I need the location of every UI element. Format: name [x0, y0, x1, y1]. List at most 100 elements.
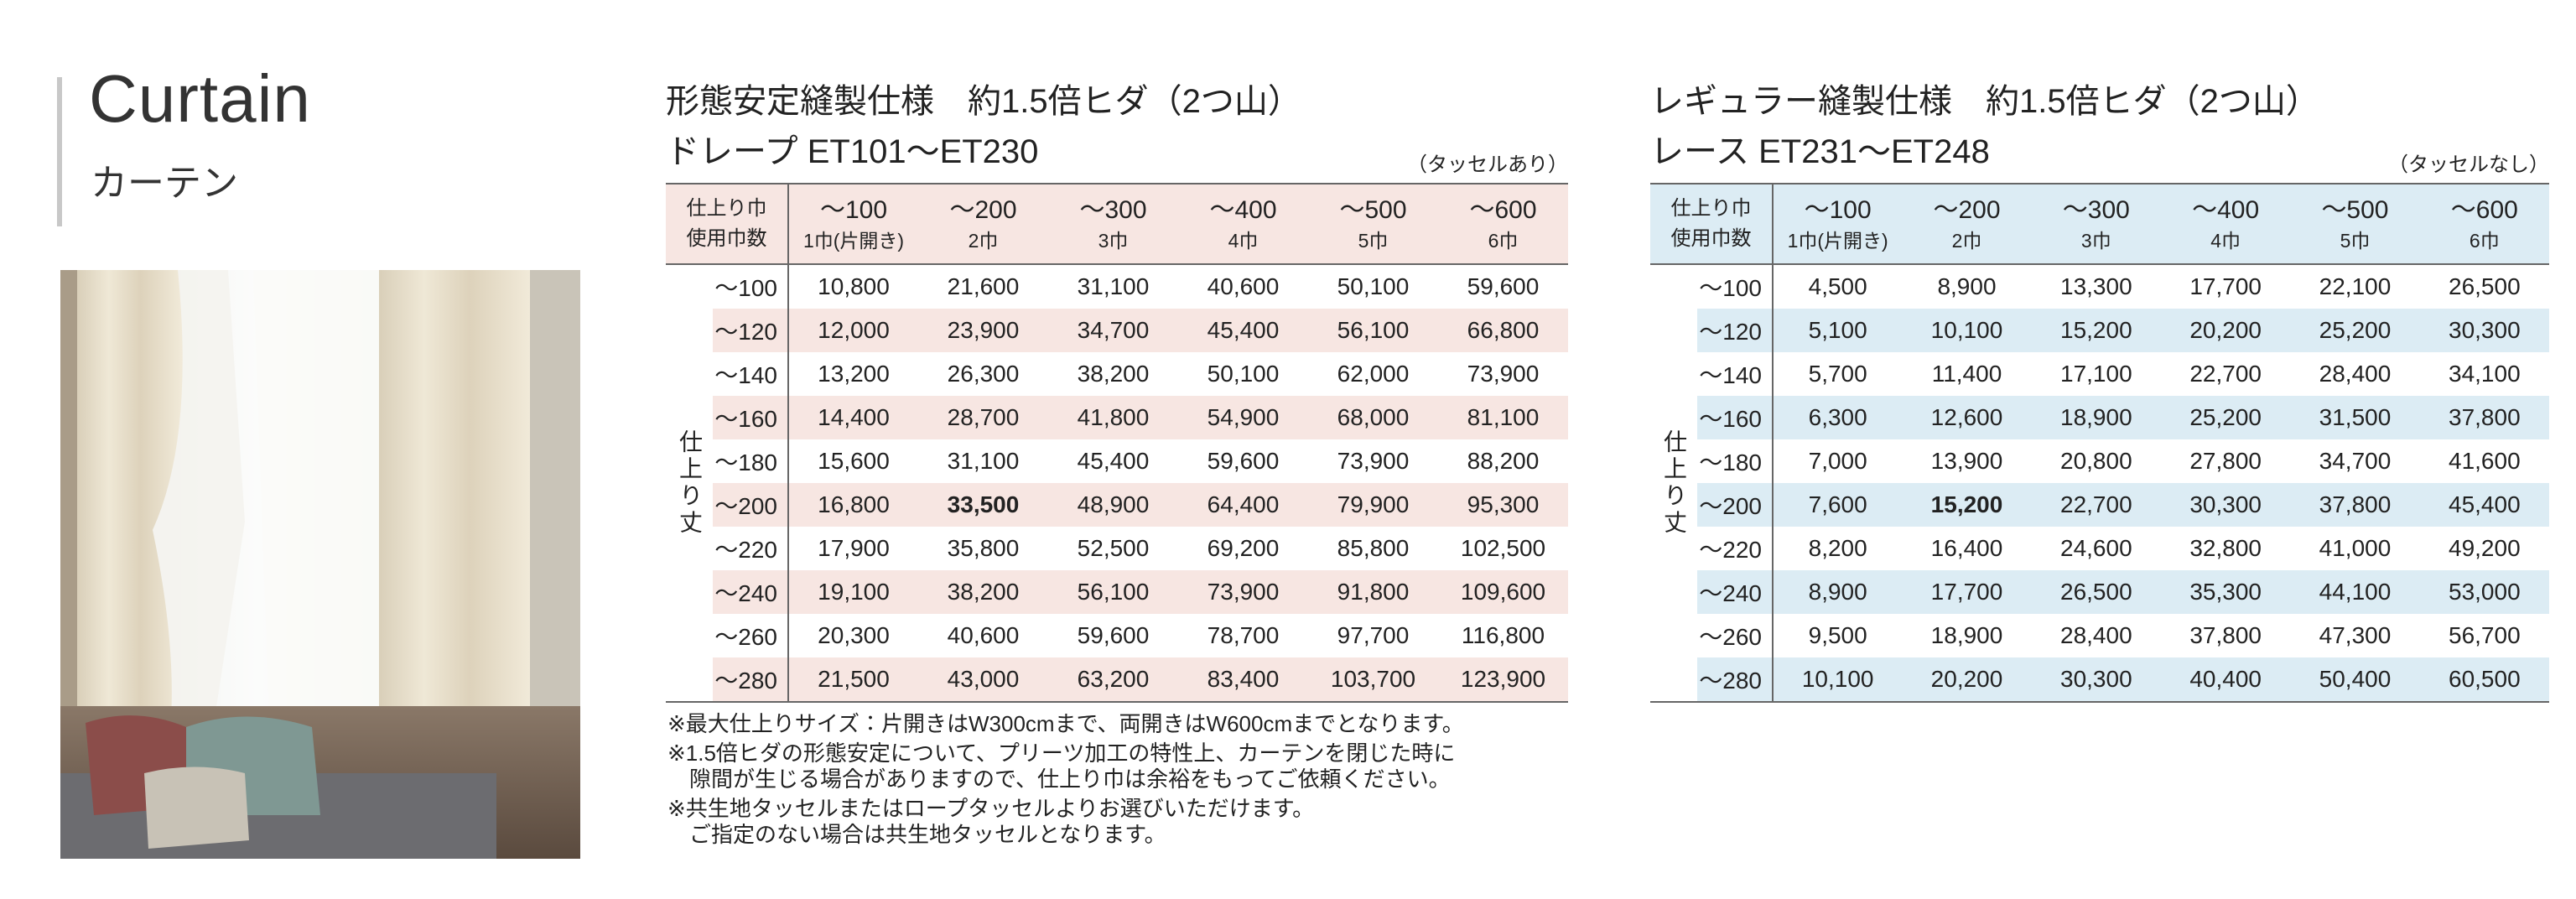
column-header: ～300 3巾	[1048, 184, 1178, 265]
row-label: ～120	[713, 309, 789, 352]
price-cell: 7,600	[1773, 483, 1903, 527]
accent-bar	[57, 77, 62, 226]
data-row: ～260 20,300 40,600 59,600 78,700 97,700 116,80…	[666, 614, 1568, 657]
column-count: 5巾	[2340, 230, 2371, 252]
price-cell: 15,600	[788, 439, 918, 483]
price-cell: 56,100	[1048, 570, 1178, 614]
price-cell: 102,500	[1438, 527, 1568, 570]
price-cell: 10,100	[1902, 309, 2032, 352]
price-cell: 37,800	[2290, 483, 2420, 527]
price-cell: 53,000	[2419, 570, 2549, 614]
column-count: 4巾	[1228, 230, 1259, 252]
price-cell: 41,800	[1048, 396, 1178, 439]
price-cell: 56,100	[1308, 309, 1438, 352]
note-group: ※共生地タッセルまたはロープタッセルよりお選びいただけます。 ご指定のない場合は…	[667, 796, 1464, 848]
price-cell: 20,300	[788, 614, 918, 657]
data-row: ～220 17,900 35,800 52,500 69,200 85,800 102,50…	[666, 527, 1568, 570]
column-count: 6巾	[2469, 230, 2500, 252]
price-cell: 31,500	[2290, 396, 2420, 439]
header-row: 仕上り巾 使用巾数 ～100 1巾(片開き) ～200 2巾 ～300 3巾 ～400 4巾 ～50…	[666, 184, 1568, 265]
price-cell: 63,200	[1048, 657, 1178, 702]
price-cell: 20,200	[1902, 657, 2032, 702]
column-count: 5巾	[1358, 230, 1389, 252]
note-group: ※最大仕上りサイズ：片開きはW300cmまで、両開きはW600cmまでとなります…	[667, 711, 1464, 737]
column-width: ～200	[949, 196, 1017, 224]
data-row: ～180 7,000 13,900 20,800 27,800 34,700 41,600	[1650, 439, 2549, 483]
column-header: ～500 5巾	[1308, 184, 1438, 265]
column-count: 3巾	[2080, 230, 2111, 252]
column-width: ～600	[2450, 196, 2518, 224]
corner-cell: 仕上り巾 使用巾数	[1650, 184, 1774, 265]
price-cell: 22,100	[2290, 264, 2420, 309]
column-count: 4巾	[2210, 230, 2241, 252]
price-cell: 45,400	[2419, 483, 2549, 527]
price-cell: 73,900	[1308, 439, 1438, 483]
page-subtitle: カーテン	[91, 163, 238, 204]
price-cell: 14,400	[788, 396, 918, 439]
price-cell: 31,100	[918, 439, 1048, 483]
price-cell: 28,700	[918, 396, 1048, 439]
row-label: ～260	[713, 614, 789, 657]
price-cell: 5,100	[1773, 309, 1903, 352]
price-cell: 31,100	[1048, 264, 1178, 309]
price-cell: 27,800	[2160, 439, 2291, 483]
column-header: ～600 6巾	[1438, 184, 1568, 265]
price-cell: 69,200	[1178, 527, 1308, 570]
price-cell: 47,300	[2290, 614, 2420, 657]
price-cell: 123,900	[1438, 657, 1568, 702]
column-count: 3巾	[1098, 230, 1129, 252]
row-label: ～140	[713, 352, 789, 396]
price-cell: 41,600	[2419, 439, 2549, 483]
price-cell: 26,500	[2419, 264, 2549, 309]
price-cell: 109,600	[1438, 570, 1568, 614]
price-cell: 13,300	[2031, 264, 2161, 309]
price-cell: 28,400	[2290, 352, 2420, 396]
note-line: ※最大仕上りサイズ：片開きはW300cmまで、両開きはW600cmまでとなります…	[667, 711, 1464, 736]
column-header: ～400 4巾	[2160, 184, 2291, 265]
price-cell: 17,100	[2031, 352, 2161, 396]
price-cell: 15,200	[1902, 483, 2032, 527]
price-cell: 50,100	[1308, 264, 1438, 309]
price-cell: 45,400	[1048, 439, 1178, 483]
data-row: ～140 13,200 26,300 38,200 50,100 62,000 73,900	[666, 352, 1568, 396]
price-cell: 10,800	[788, 264, 918, 309]
price-cell: 10,100	[1773, 657, 1903, 702]
column-count: 1巾(片開き)	[1787, 230, 1888, 252]
price-cell: 33,500	[918, 483, 1048, 527]
price-cell: 48,900	[1048, 483, 1178, 527]
column-count: 2巾	[968, 230, 999, 252]
row-label: ～280	[713, 657, 789, 702]
price-cell: 35,300	[2160, 570, 2291, 614]
table-title: レギュラー縫製仕様 約1.5倍ヒダ（2つ山）	[1650, 83, 2319, 120]
row-label: ～100	[713, 264, 789, 309]
price-cell: 50,100	[1178, 352, 1308, 396]
row-label: ～240	[1697, 570, 1774, 614]
data-row: ～120 5,100 10,100 15,200 20,200 25,200 30,300	[1650, 309, 2549, 352]
price-cell: 20,800	[2031, 439, 2161, 483]
column-width: ～400	[1209, 196, 1277, 224]
price-cell: 26,500	[2031, 570, 2161, 614]
data-row: ～220 8,200 16,400 24,600 32,800 41,000 49,200	[1650, 527, 2549, 570]
row-label: ～140	[1697, 352, 1774, 396]
price-cell: 25,200	[2160, 396, 2291, 439]
curtain-photo	[60, 270, 580, 859]
price-cell: 50,400	[2290, 657, 2420, 702]
table-title: 形態安定縫製仕様 約1.5倍ヒダ（2つ山）	[666, 83, 1301, 120]
price-cell: 91,800	[1308, 570, 1438, 614]
price-cell: 37,800	[2419, 396, 2549, 439]
table-note: （タッセルなし）	[2388, 153, 2549, 176]
price-cell: 85,800	[1308, 527, 1438, 570]
price-cell: 22,700	[2160, 352, 2291, 396]
column-width: ～100	[819, 196, 888, 224]
price-cell: 30,300	[2419, 309, 2549, 352]
data-row: ～160 14,400 28,700 41,800 54,900 68,000 81,100	[666, 396, 1568, 439]
price-cell: 25,200	[2290, 309, 2420, 352]
data-row: ～240 19,100 38,200 56,100 73,900 91,800 109,60…	[666, 570, 1568, 614]
row-label: ～180	[1697, 439, 1774, 483]
price-cell: 59,600	[1048, 614, 1178, 657]
price-cell: 20,200	[2160, 309, 2291, 352]
price-cell: 26,300	[918, 352, 1048, 396]
column-count: 2巾	[1951, 230, 1982, 252]
data-row: ～120 12,000 23,900 34,700 45,400 56,100 66,800	[666, 309, 1568, 352]
